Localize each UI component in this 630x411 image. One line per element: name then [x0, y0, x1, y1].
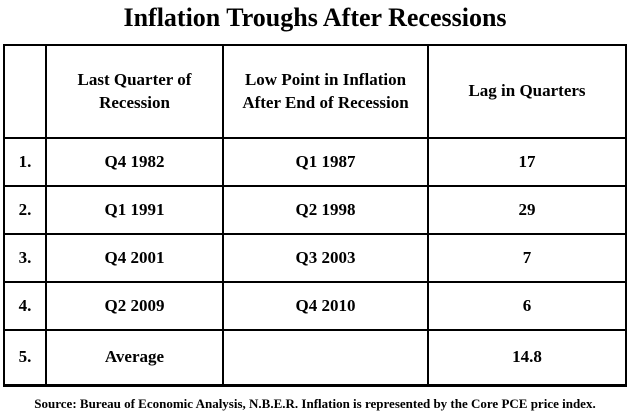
last-quarter-cell: Q1 1991 [45, 185, 224, 235]
row-number-cell: 3. [3, 233, 47, 283]
low-point-cell: Q2 1998 [222, 185, 429, 235]
table-row: 1. Q4 1982 Q1 1987 17 [3, 137, 627, 187]
last-quarter-cell: Q4 1982 [45, 137, 224, 187]
last-quarter-cell: Q2 2009 [45, 281, 224, 331]
average-lag-cell: 14.8 [427, 329, 627, 387]
table-row-average: 5. Average 14.8 [3, 329, 627, 387]
low-point-cell: Q1 1987 [222, 137, 429, 187]
lag-cell: 7 [427, 233, 627, 283]
empty-cell [222, 329, 429, 387]
lag-cell: 17 [427, 137, 627, 187]
header-cell-lag-quarters: Lag in Quarters [427, 44, 627, 139]
figure-page: Inflation Troughs After Recessions Last … [0, 4, 630, 411]
low-point-cell: Q4 2010 [222, 281, 429, 331]
header-cell-row-number [3, 44, 47, 139]
row-number-cell: 5. [3, 329, 47, 387]
lag-cell: 6 [427, 281, 627, 331]
average-label-cell: Average [45, 329, 224, 387]
lag-cell: 29 [427, 185, 627, 235]
low-point-cell: Q3 2003 [222, 233, 429, 283]
header-cell-last-quarter: Last Quarter of Recession [45, 44, 224, 139]
source-note: Source: Bureau of Economic Analysis, N.B… [34, 395, 596, 411]
inflation-troughs-table: Last Quarter of Recession Low Point in I… [3, 44, 627, 387]
row-number-cell: 4. [3, 281, 47, 331]
table-row: 3. Q4 2001 Q3 2003 7 [3, 233, 627, 283]
table-row: 2. Q1 1991 Q2 1998 29 [3, 185, 627, 235]
table-row: 4. Q2 2009 Q4 2010 6 [3, 281, 627, 331]
table-header-row: Last Quarter of Recession Low Point in I… [3, 44, 627, 139]
header-cell-low-point: Low Point in Inflation After End of Rece… [222, 44, 429, 139]
page-title: Inflation Troughs After Recessions [123, 3, 507, 32]
last-quarter-cell: Q4 2001 [45, 233, 224, 283]
row-number-cell: 2. [3, 185, 47, 235]
row-number-cell: 1. [3, 137, 47, 187]
